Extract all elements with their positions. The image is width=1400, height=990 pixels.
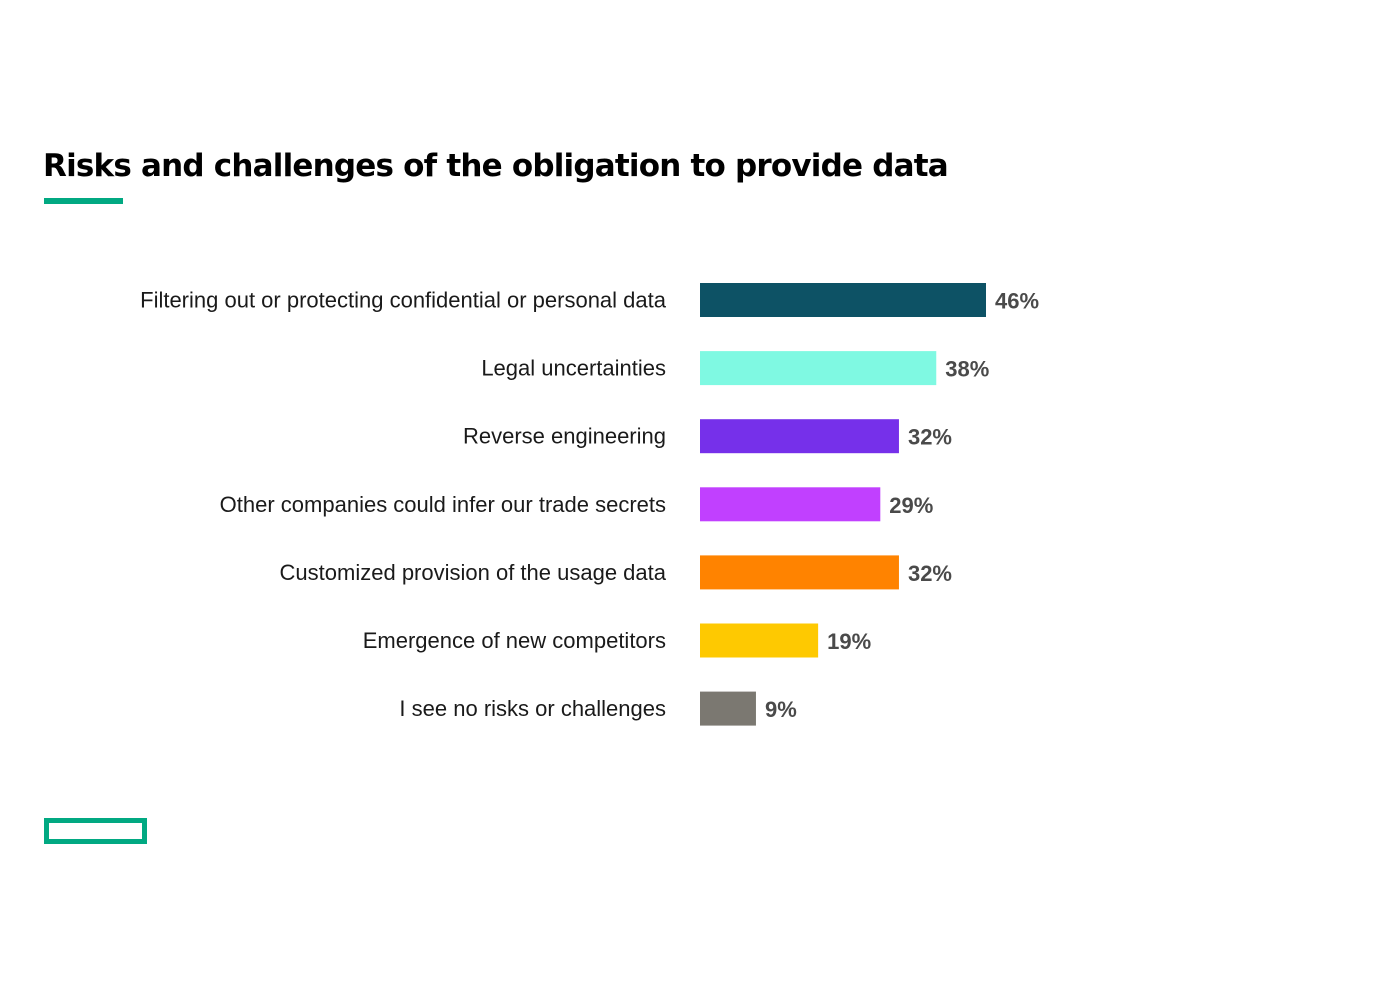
- value-label: 38%: [945, 357, 989, 382]
- value-label: 32%: [908, 561, 952, 586]
- bar: [700, 283, 986, 317]
- bar: [700, 419, 899, 454]
- bar: [700, 623, 819, 658]
- category-label: Customized provision of the usage data: [280, 560, 667, 585]
- category-label: Other companies could infer our trade se…: [220, 492, 666, 517]
- bar: [700, 351, 937, 386]
- bar: [700, 487, 881, 522]
- hpe-logo-icon: [44, 818, 147, 844]
- value-label: 19%: [827, 629, 871, 654]
- category-label: Filtering out or protecting confidential…: [140, 288, 667, 313]
- value-label: 29%: [889, 493, 933, 518]
- bar: [700, 691, 756, 726]
- value-label: 9%: [765, 697, 797, 722]
- value-label: 46%: [995, 289, 1039, 314]
- category-label: Emergence of new competitors: [363, 628, 666, 653]
- category-label: Legal uncertainties: [481, 356, 666, 381]
- page-title: Risks and challenges of the obligation t…: [43, 148, 949, 184]
- title-underline: [44, 198, 123, 204]
- value-label: 32%: [908, 425, 952, 450]
- category-label: Reverse engineering: [463, 424, 666, 449]
- category-label: I see no risks or challenges: [399, 696, 666, 721]
- bar: [700, 555, 899, 590]
